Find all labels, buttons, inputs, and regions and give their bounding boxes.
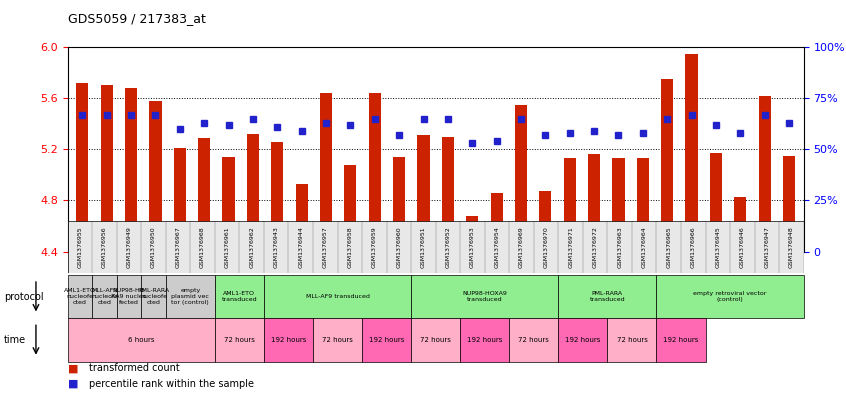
Bar [539,191,552,252]
Text: 192 hours: 192 hours [663,337,699,343]
Text: GSM1376967: GSM1376967 [176,226,180,268]
Text: PML-RARA
nucleofe
cted: PML-RARA nucleofe cted [138,288,169,305]
Bar [76,83,88,252]
Text: protocol: protocol [4,292,44,302]
Bar [369,93,381,252]
Text: GSM1376955: GSM1376955 [78,226,82,268]
Bar [588,154,600,252]
Bar [198,138,211,252]
Bar [272,142,283,252]
Text: NUP98-HOXA9
transduced: NUP98-HOXA9 transduced [462,291,508,302]
Bar [685,53,698,252]
Text: GSM1376960: GSM1376960 [397,226,401,268]
Bar [613,158,624,252]
Text: 6 hours: 6 hours [128,337,155,343]
Text: 192 hours: 192 hours [565,337,601,343]
Text: 72 hours: 72 hours [224,337,255,343]
Text: PML-RARA
transduced: PML-RARA transduced [590,291,625,302]
Text: GSM1376970: GSM1376970 [544,226,548,268]
Text: NUP98-HO
XA9 nucleo
fected: NUP98-HO XA9 nucleo fected [112,288,146,305]
Text: GSM1376958: GSM1376958 [348,226,352,268]
Bar [442,137,454,252]
Text: percentile rank within the sample: percentile rank within the sample [89,379,254,389]
Text: GSM1376945: GSM1376945 [716,226,720,268]
Text: AML1-ETO
transduced: AML1-ETO transduced [222,291,257,302]
Text: GSM1376956: GSM1376956 [102,226,107,268]
Text: time: time [4,335,26,345]
Bar [247,134,259,252]
Text: GSM1376946: GSM1376946 [740,226,744,268]
Text: GSM1376964: GSM1376964 [642,226,646,268]
Text: GSM1376968: GSM1376968 [201,226,205,268]
Text: 192 hours: 192 hours [271,337,306,343]
Text: GSM1376966: GSM1376966 [691,226,695,268]
Text: MLL-AF9
nucleofe
cted: MLL-AF9 nucleofe cted [91,288,118,305]
Text: GSM1376971: GSM1376971 [569,226,573,268]
Text: empty retroviral vector
(control): empty retroviral vector (control) [694,291,766,302]
Text: GSM1376948: GSM1376948 [789,226,794,268]
Text: 72 hours: 72 hours [420,337,451,343]
Text: GSM1376952: GSM1376952 [446,226,450,268]
Bar [320,93,332,252]
Text: GSM1376951: GSM1376951 [421,226,426,268]
Bar [466,216,478,252]
Text: AML1-ETO
nucleofe
cted: AML1-ETO nucleofe cted [64,288,96,305]
Text: GDS5059 / 217383_at: GDS5059 / 217383_at [68,12,206,25]
Text: GSM1376943: GSM1376943 [274,226,278,268]
Bar [295,184,308,252]
Bar [734,196,746,252]
Text: GSM1376962: GSM1376962 [250,226,254,268]
Bar [393,157,405,252]
Bar [125,88,137,252]
Bar [563,158,576,252]
Text: 72 hours: 72 hours [322,337,353,343]
FancyBboxPatch shape [68,221,804,273]
Text: GSM1376950: GSM1376950 [151,226,156,268]
Bar [759,96,771,252]
Text: GSM1376949: GSM1376949 [127,226,131,268]
Text: GSM1376963: GSM1376963 [618,226,622,268]
Text: transformed count: transformed count [89,364,179,373]
Bar [783,156,795,252]
Text: 72 hours: 72 hours [617,337,647,343]
Bar [173,148,186,252]
Text: GSM1376969: GSM1376969 [519,226,524,268]
Bar [344,165,356,252]
Text: ■: ■ [68,379,78,389]
Bar [515,105,527,252]
Bar [101,85,113,252]
Text: ■: ■ [68,364,78,373]
Bar [491,193,503,252]
Text: GSM1376965: GSM1376965 [667,226,671,268]
Text: GSM1376944: GSM1376944 [299,226,303,268]
Bar [417,135,430,252]
Text: GSM1376961: GSM1376961 [225,226,229,268]
Text: GSM1376959: GSM1376959 [372,226,376,268]
Bar [710,153,722,252]
Text: empty
plasmid vec
tor (control): empty plasmid vec tor (control) [172,288,209,305]
Text: GSM1376957: GSM1376957 [323,226,327,268]
Bar [637,158,649,252]
Text: GSM1376953: GSM1376953 [470,226,475,268]
Text: GSM1376954: GSM1376954 [495,226,499,268]
Text: 192 hours: 192 hours [467,337,503,343]
Text: GSM1376947: GSM1376947 [765,226,769,268]
Bar [150,101,162,252]
Bar [661,79,673,252]
Text: GSM1376972: GSM1376972 [593,226,597,268]
Text: 72 hours: 72 hours [519,337,549,343]
Text: 192 hours: 192 hours [369,337,404,343]
Bar [222,157,234,252]
Text: MLL-AF9 transduced: MLL-AF9 transduced [305,294,370,299]
